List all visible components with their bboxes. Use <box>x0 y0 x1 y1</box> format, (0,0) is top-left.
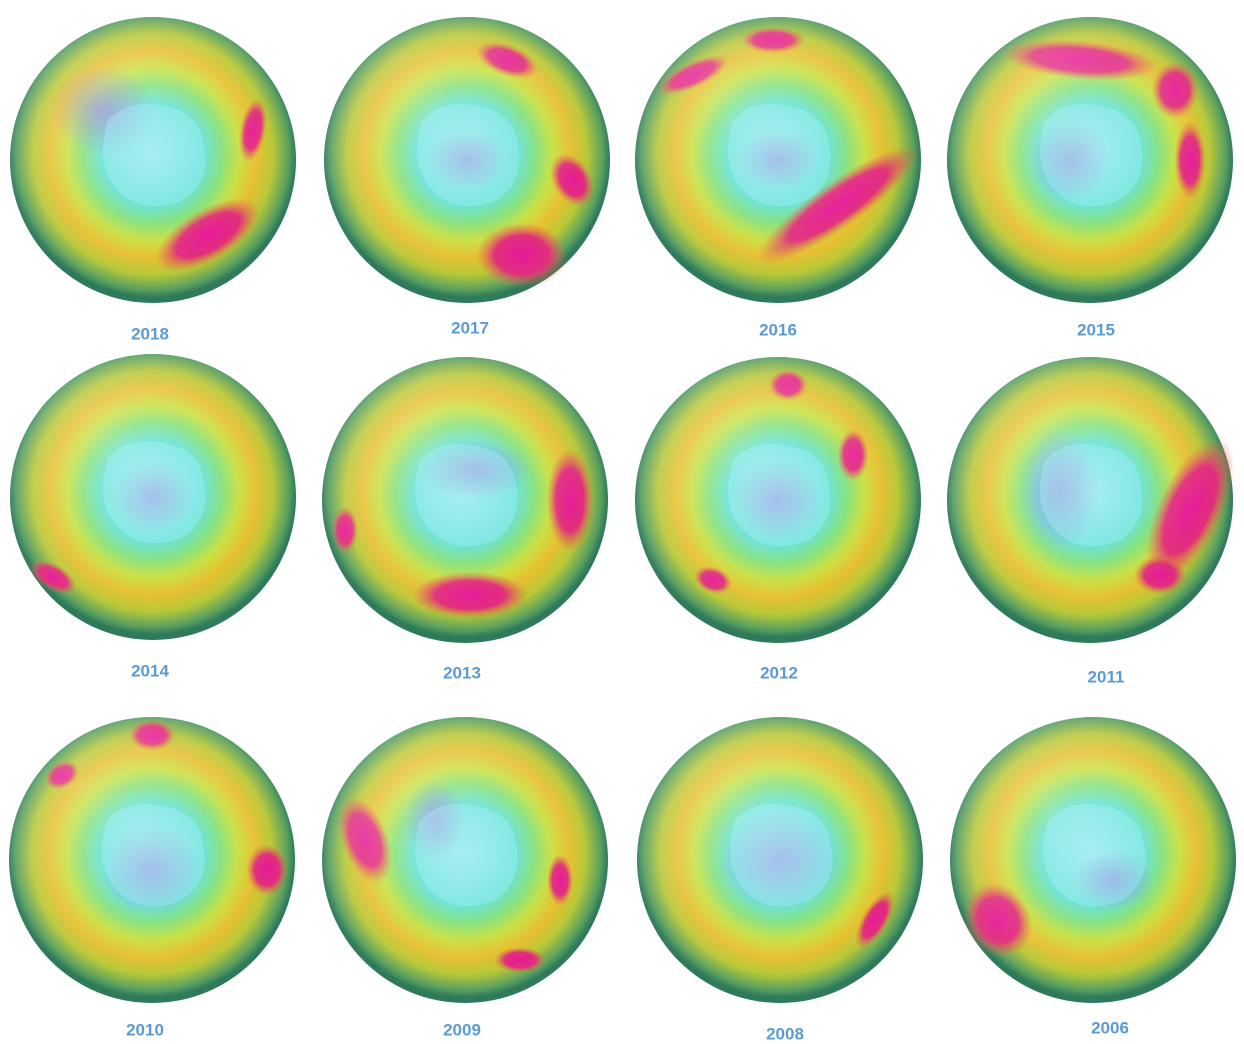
panel: 2010 <box>9 717 295 1039</box>
panel: 2014 <box>10 354 296 680</box>
panel: 2012 <box>635 357 921 682</box>
year-label: 2012 <box>760 663 798 682</box>
panel: 2013 <box>322 357 608 682</box>
panel: 2008 <box>637 717 923 1043</box>
globe-shine <box>635 17 921 303</box>
year-label: 2015 <box>1077 320 1115 339</box>
globe-shine <box>324 17 610 303</box>
globe-shine <box>322 717 608 1003</box>
panel: 2018 <box>10 17 296 343</box>
panel: 2011 <box>947 357 1244 686</box>
panel: 2009 <box>322 717 608 1039</box>
year-label: 2011 <box>1088 667 1125 686</box>
year-label: 2006 <box>1091 1018 1129 1037</box>
year-label: 2014 <box>131 661 169 680</box>
globe-shine <box>950 717 1236 1003</box>
year-label: 2016 <box>759 320 797 339</box>
globe-shine <box>322 357 608 643</box>
globe-shine <box>947 17 1233 303</box>
panel: 2015 <box>947 17 1233 339</box>
year-label: 2017 <box>451 318 489 337</box>
year-label: 2009 <box>443 1020 481 1039</box>
year-label: 2018 <box>131 324 169 343</box>
globe-shine <box>10 17 296 303</box>
globe-shine <box>947 357 1233 643</box>
globe-shine <box>637 717 923 1003</box>
globe-shine <box>635 357 921 643</box>
year-label: 2013 <box>443 663 481 682</box>
globe-shine <box>10 354 296 640</box>
year-label: 2010 <box>126 1020 164 1039</box>
ozone-figure: 2018 2017 2016 2015 2014 2013 2012 2011 2010 2009… <box>0 0 1244 1044</box>
year-label: 2008 <box>766 1024 804 1043</box>
panel: 2006 <box>950 717 1236 1037</box>
globe-shine <box>9 717 295 1003</box>
panel: 2016 <box>635 17 931 339</box>
panel-grid: 2018 2017 2016 2015 2014 2013 2012 2011 2010 2009… <box>9 17 1244 1043</box>
panel: 2017 <box>324 17 610 337</box>
